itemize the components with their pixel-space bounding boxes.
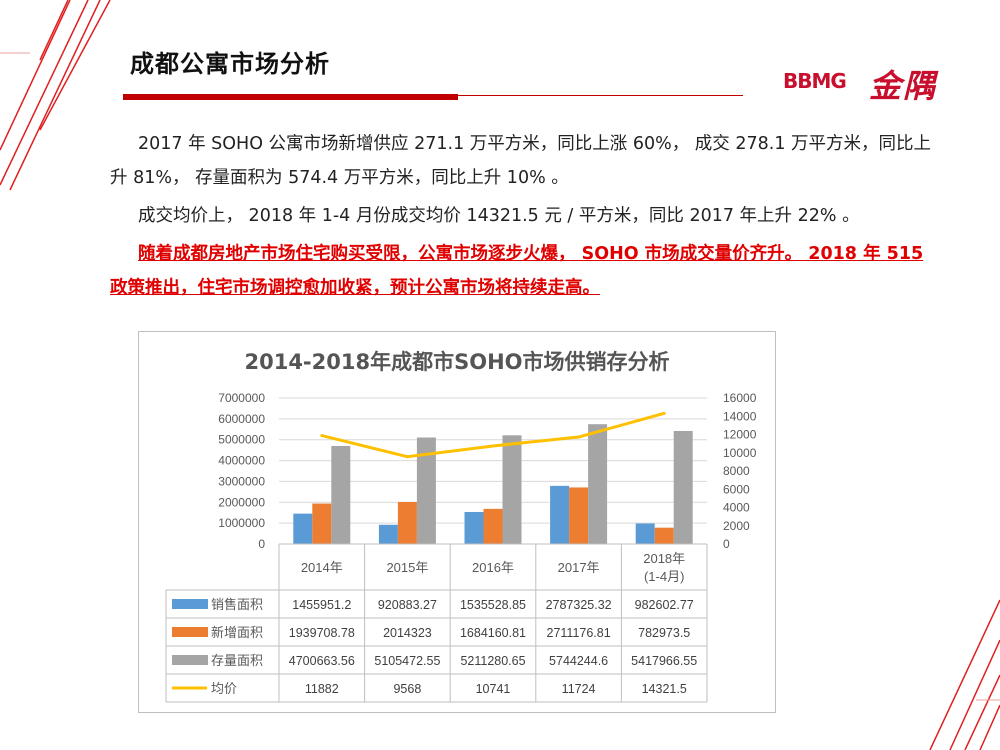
table-data-label: 1535528.85 (460, 598, 526, 612)
paragraph-supply-sales: 2017 年 SOHO 公寓市场新增供应 271.1 万平方米，同比上涨 60%… (110, 134, 932, 188)
table-data-label: 782973.5 (638, 626, 690, 640)
title-underline-thick (123, 94, 458, 100)
legend-swatch-bar (172, 655, 208, 665)
bar-3 (673, 430, 693, 544)
logo-chinese-text: 金隅 (869, 67, 938, 105)
table-data-label: 1939708.78 (289, 626, 355, 640)
table-data-label: 2014323 (383, 626, 432, 640)
bar-2 (483, 508, 503, 544)
table-data-label: 982602.77 (635, 598, 694, 612)
title-underline-thin (458, 95, 743, 96)
table-data-label: 9568 (393, 682, 421, 696)
x-category-label: 2014年 (301, 560, 343, 575)
price-point (577, 435, 581, 439)
y-right-tick-label: 16000 (723, 391, 757, 405)
bar-3 (588, 424, 608, 544)
bar-3 (331, 445, 351, 544)
series-name-label: 新增面积 (211, 625, 263, 640)
combo-chart: 0 1000000 2000000 3000000 4000000 5000000 6000… (165, 391, 757, 703)
table-data-label: 5211280.65 (460, 654, 525, 668)
y-right-tick-label: 4000 (723, 501, 750, 515)
y-right-tick-label: 14000 (723, 409, 757, 423)
series-name-label: 均价 (211, 681, 237, 696)
table-data-label: 5417966.55 (631, 654, 697, 668)
y-left-tick-label: 3000000 (218, 474, 265, 488)
table-data-label: 4700663.56 (289, 654, 355, 668)
table-data-label: 11882 (305, 682, 339, 696)
legend-swatch-bar (172, 627, 208, 637)
price-point (320, 434, 324, 438)
y-right-tick-label: 0 (723, 537, 730, 551)
y-left-tick-label: 7000000 (218, 391, 265, 405)
table-data-label: 1455951.2 (292, 598, 351, 612)
bar-1 (378, 524, 398, 544)
table-data-label: 2787325.32 (546, 598, 612, 612)
price-point (405, 455, 409, 459)
x-category-label: 2015年 (386, 560, 428, 575)
paragraph-outlook-highlight: 随着成都房地产市场住宅购买受限，公寓市场逐步火爆， SOHO 市场成交量价齐升。… (110, 244, 924, 298)
x-category-label: 2018年(1-4月) (643, 551, 685, 584)
chart-title: 2014-2018年成都市SOHO市场供销存分析 (244, 350, 670, 374)
y-left-tick-label: 5000000 (218, 433, 265, 447)
bar-2 (397, 501, 417, 544)
y-right-tick-label: 6000 (723, 482, 750, 496)
chart-container: 2014-2018年成都市SOHO市场供销存分析 0 1000000 2000000… (138, 331, 776, 713)
legend-swatch-bar (172, 599, 208, 609)
table-data-label: 5105472.55 (374, 654, 440, 668)
bar-3 (502, 435, 522, 544)
series-name-label: 存量面积 (211, 653, 263, 668)
bar-1 (464, 511, 484, 544)
table-data-label: 11724 (562, 682, 596, 696)
x-category-label: 2016年 (472, 560, 514, 575)
bar-2 (654, 527, 674, 544)
table-data-label: 14321.5 (642, 682, 687, 696)
logo-text: BBMG (783, 69, 847, 93)
y-right-tick-label: 8000 (723, 464, 750, 478)
table-data-label: 920883.27 (378, 598, 437, 612)
bar-1 (550, 485, 570, 544)
table-data-label: 1684160.81 (460, 626, 526, 640)
y-right-tick-label: 2000 (723, 519, 750, 533)
series-name-label: 销售面积 (211, 597, 263, 612)
y-left-tick-label: 4000000 (218, 454, 265, 468)
y-right-tick-label: 10000 (723, 446, 757, 460)
y-right-tick-label: 12000 (723, 428, 757, 442)
table-data-label: 5744244.6 (549, 654, 608, 668)
y-left-tick-label: 6000000 (218, 412, 265, 426)
page-title: 成都公寓市场分析 (130, 50, 330, 78)
bar-3 (416, 437, 436, 544)
bar-2 (569, 487, 589, 544)
table-data-label: 2711176.81 (547, 626, 611, 640)
paragraph-average-price: 成交均价上， 2018 年 1-4 月份成交均价 14321.5 元 / 平方米… (138, 206, 860, 226)
bar-2 (312, 503, 332, 544)
y-left-tick-label: 2000000 (218, 495, 265, 509)
bbmg-logo: BBMG 金隅 (783, 63, 953, 105)
x-category-label: 2017年 (558, 560, 600, 575)
y-left-tick-label: 1000000 (218, 516, 265, 530)
bar-1 (293, 513, 313, 544)
bar-1 (635, 523, 655, 544)
price-point (491, 444, 495, 448)
price-point (662, 411, 666, 415)
price-line (321, 411, 665, 459)
y-left-tick-label: 0 (258, 537, 265, 551)
table-data-label: 10741 (476, 682, 511, 696)
